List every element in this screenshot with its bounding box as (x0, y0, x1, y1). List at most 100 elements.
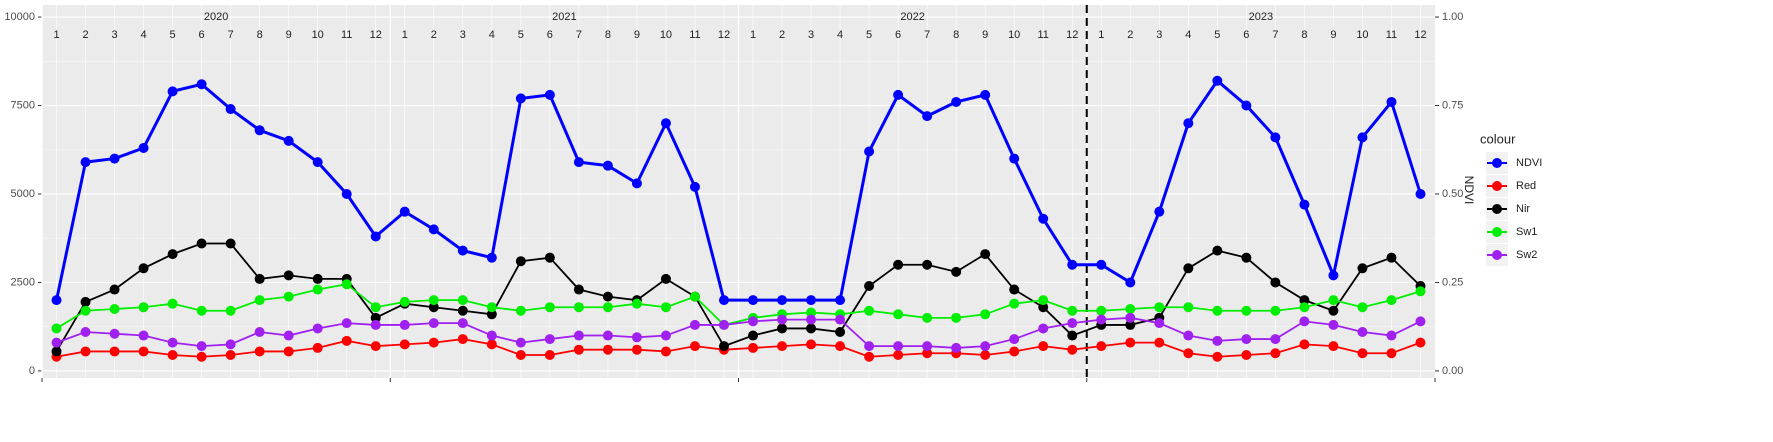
point (893, 309, 904, 320)
point (341, 318, 352, 329)
point (980, 249, 991, 260)
point (486, 330, 497, 341)
point (109, 346, 120, 357)
point (399, 296, 410, 307)
y2-tick-label: 1.00 (1442, 11, 1463, 23)
year-label: 2021 (552, 11, 576, 23)
month-label: 6 (1243, 29, 1249, 41)
point (283, 135, 294, 146)
year-label: 2022 (900, 11, 924, 23)
point (1415, 316, 1426, 327)
point (835, 326, 846, 337)
month-label: 9 (982, 29, 988, 41)
point (1125, 303, 1136, 314)
point (283, 291, 294, 302)
point (138, 330, 149, 341)
point (951, 96, 962, 107)
point (486, 339, 497, 350)
point (370, 302, 381, 313)
point (283, 270, 294, 281)
point (660, 302, 671, 313)
point (399, 206, 410, 217)
year-label: 2020 (204, 11, 228, 23)
month-label: 1 (1098, 29, 1104, 41)
point (1328, 270, 1339, 281)
point (457, 318, 468, 329)
point (1009, 284, 1020, 295)
point (254, 125, 265, 136)
point (806, 307, 817, 318)
point (893, 341, 904, 352)
point (1183, 118, 1194, 129)
point (428, 295, 439, 306)
point (602, 344, 613, 355)
point (109, 303, 120, 314)
point (893, 349, 904, 360)
point (718, 319, 729, 330)
point (1183, 348, 1194, 359)
point (748, 330, 759, 341)
point (660, 346, 671, 357)
point (428, 224, 439, 235)
point (457, 295, 468, 306)
point (457, 305, 468, 316)
point (893, 89, 904, 100)
point (1270, 348, 1281, 359)
point (196, 238, 207, 249)
point (1328, 305, 1339, 316)
month-label: 10 (312, 29, 324, 41)
month-label: 2 (82, 29, 88, 41)
point (1212, 245, 1223, 256)
month-label: 7 (576, 29, 582, 41)
point (689, 181, 700, 192)
y2-tick-label: 0.25 (1442, 276, 1463, 288)
point (1299, 302, 1310, 313)
point (399, 319, 410, 330)
month-label: 7 (924, 29, 930, 41)
point (428, 302, 439, 313)
month-label: 5 (1214, 29, 1220, 41)
month-label: 9 (634, 29, 640, 41)
point (922, 111, 933, 122)
y-tick-label: 5000 (11, 188, 35, 200)
y2-tick-label: 0.50 (1442, 188, 1463, 200)
point (660, 273, 671, 284)
point (80, 305, 91, 316)
legend-label: Red (1516, 180, 1536, 192)
point (399, 339, 410, 350)
month-label: 1 (402, 29, 408, 41)
point (370, 231, 381, 242)
point (806, 314, 817, 325)
month-label: 6 (547, 29, 553, 41)
month-label: 5 (866, 29, 872, 41)
month-label: 3 (111, 29, 117, 41)
point (1241, 349, 1252, 360)
month-label: 5 (170, 29, 176, 41)
point (167, 349, 178, 360)
point (689, 341, 700, 352)
point (1096, 305, 1107, 316)
point (922, 341, 933, 352)
y-tick-label: 10000 (4, 11, 35, 23)
point (370, 319, 381, 330)
point (196, 79, 207, 90)
point (312, 157, 323, 168)
month-label: 3 (1156, 29, 1162, 41)
point (835, 314, 846, 325)
point (980, 89, 991, 100)
point (1299, 339, 1310, 350)
point (225, 349, 236, 360)
point (51, 323, 62, 334)
point (748, 295, 759, 306)
point (515, 349, 526, 360)
point (1212, 75, 1223, 86)
month-label: 12 (1066, 29, 1078, 41)
point (138, 142, 149, 153)
point (544, 252, 555, 263)
point (1270, 277, 1281, 288)
month-label: 6 (895, 29, 901, 41)
point (109, 284, 120, 295)
month-label: 5 (518, 29, 524, 41)
point (806, 339, 817, 350)
point (573, 330, 584, 341)
